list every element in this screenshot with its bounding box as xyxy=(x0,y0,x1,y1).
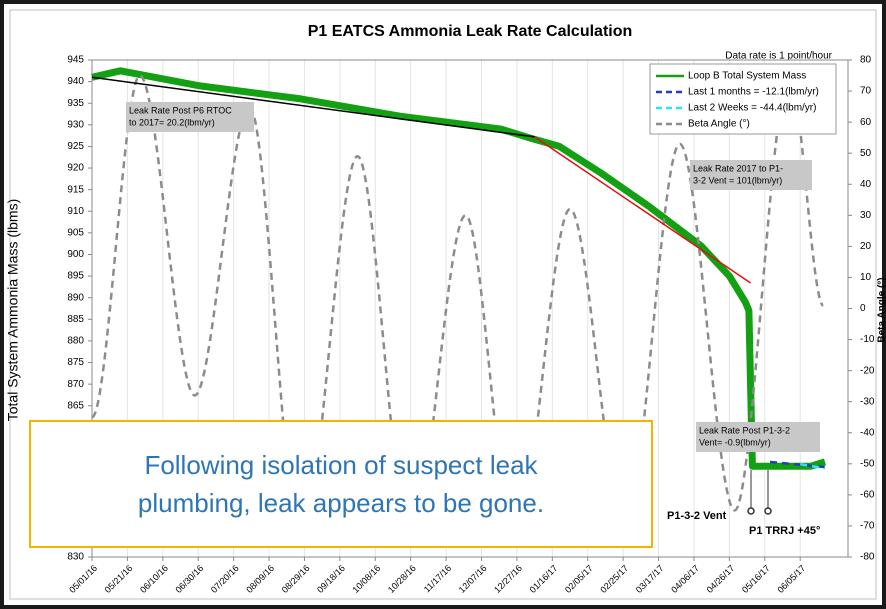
annotation: Leak Rate Post P1-3-2 Vent= -0.9(lbm/yr) xyxy=(696,422,820,452)
annotation-text: 3-2 Vent = 101(lbm/yr) xyxy=(693,175,782,185)
chart-title: P1 EATCS Ammonia Leak Rate Calculation xyxy=(308,23,633,40)
callout-text: plumbing, leak appears to be gone. xyxy=(138,488,544,518)
annotation: Leak Rate Post P6 RTOC to 2017= 20.2(lbm/… xyxy=(126,102,254,132)
y-tick-label: 935 xyxy=(67,98,84,109)
annotation-box xyxy=(126,102,254,132)
annotation: P1-3-2 Vent xyxy=(667,510,727,522)
y2-tick-label: -20 xyxy=(860,365,875,376)
y-tick-label: 945 xyxy=(67,55,84,66)
y2-tick-label: -10 xyxy=(860,334,875,345)
y2-tick-label: 60 xyxy=(860,117,872,128)
y2-tick-label: -30 xyxy=(860,396,875,407)
annotation-box xyxy=(696,422,820,452)
y2-tick-label: 40 xyxy=(860,179,872,190)
annotation: Leak Rate 2017 to P1- 3-2 Vent = 101(lbm/… xyxy=(690,160,812,190)
event-marker xyxy=(764,507,772,515)
chart-border xyxy=(9,9,877,600)
y-tick-label: 830 xyxy=(67,552,84,563)
y2-tick-label: 0 xyxy=(860,303,866,314)
trend-line xyxy=(534,136,752,284)
y-tick-label: 870 xyxy=(67,379,84,390)
y-tick-label: 900 xyxy=(67,249,84,260)
y2-tick-label: 80 xyxy=(860,55,872,66)
annotation-text: P1-3-2 Vent xyxy=(667,510,727,522)
annotation-text: P1 TRRJ +45° xyxy=(749,525,820,537)
series-line xyxy=(799,462,826,470)
y-axis-label: Total System Ammonia Mass (lbms) xyxy=(5,199,21,422)
series-line xyxy=(769,460,826,469)
annotation-text: Leak Rate Post P1-3-2 xyxy=(699,425,790,435)
y2-tick-label: -80 xyxy=(860,552,875,563)
y-tick-label: 865 xyxy=(67,400,84,411)
y2-tick-label: -70 xyxy=(860,521,875,532)
annotation-box xyxy=(690,160,812,190)
y2-tick-label: 70 xyxy=(860,86,872,97)
y-tick-label: 880 xyxy=(67,336,84,347)
y-tick-label: 885 xyxy=(67,314,84,325)
y-tick-label: 875 xyxy=(67,357,84,368)
y2-tick-label: -60 xyxy=(860,490,875,501)
y-tick-label: 915 xyxy=(67,184,84,195)
chart-subtitle: Data rate is 1 point/hour xyxy=(725,51,832,62)
y2-tick-label: 10 xyxy=(860,272,872,283)
y-tick-label: 925 xyxy=(67,141,84,152)
annotation-text: Leak Rate 2017 to P1- xyxy=(693,163,783,173)
legend-label: Last 2 Weeks = -44.4(lbm/yr) xyxy=(688,103,816,114)
beta-line xyxy=(90,74,825,543)
annotation-text: Vent= -0.9(lbm/yr) xyxy=(699,437,771,447)
y-tick-label: 920 xyxy=(67,163,84,174)
y-tick-label: 940 xyxy=(67,76,84,87)
y2-tick-label: 50 xyxy=(860,148,872,159)
y-tick-label: 895 xyxy=(67,271,84,282)
legend-label: Loop B Total System Mass xyxy=(688,71,806,82)
y2-tick-label: -40 xyxy=(860,427,875,438)
event-marker xyxy=(747,507,755,515)
legend: Loop B Total System Mass Last 1 months = … xyxy=(649,63,837,135)
legend-label: Last 1 months = -12.1(lbm/yr) xyxy=(688,87,819,98)
annotation-text: to 2017= 20.2(lbm/yr) xyxy=(129,117,215,127)
y-tick-label: 930 xyxy=(67,119,84,130)
y2-axis-label: Beta Angle (°) xyxy=(877,277,886,342)
plot-frame xyxy=(91,59,849,558)
callout-box xyxy=(29,420,653,548)
y2-tick-label: 30 xyxy=(860,210,872,221)
trend-line xyxy=(91,76,535,138)
annotation-text: Leak Rate Post P6 RTOC xyxy=(129,105,232,115)
y-tick-label: 890 xyxy=(67,292,84,303)
legend-label: Beta Angle (°) xyxy=(688,119,750,130)
y-tick-label: 905 xyxy=(67,228,84,239)
y2-tick-label: -50 xyxy=(860,458,875,469)
annotation: P1 TRRJ +45° xyxy=(749,525,820,537)
y-tick-label: 910 xyxy=(67,206,84,217)
series-line xyxy=(91,67,827,470)
callout-text: Following isolation of suspect leak xyxy=(144,450,538,480)
y2-tick-label: 20 xyxy=(860,241,872,252)
